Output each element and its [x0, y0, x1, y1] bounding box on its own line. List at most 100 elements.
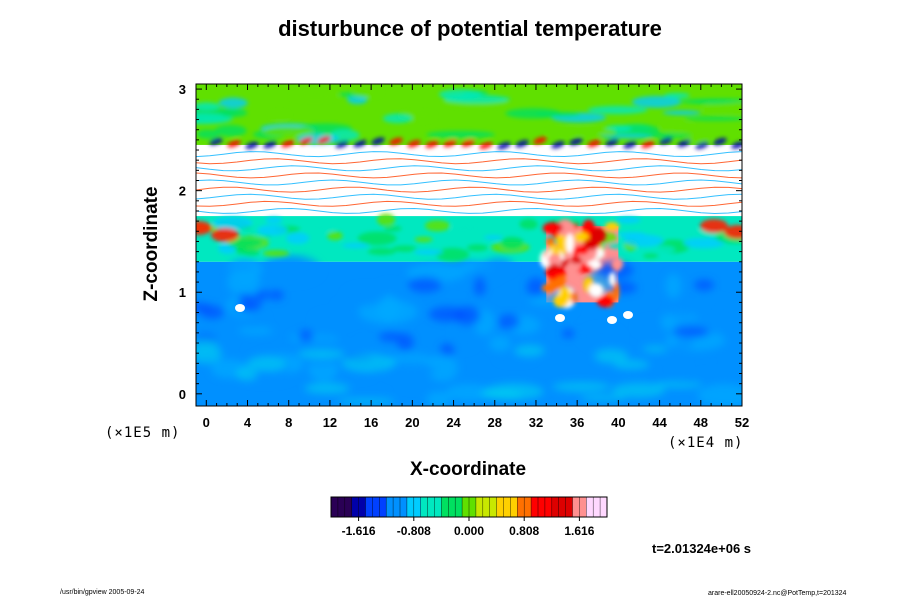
lower-texture	[196, 255, 742, 406]
patch	[642, 253, 659, 259]
wave	[731, 141, 742, 149]
swirl	[642, 345, 668, 353]
patch	[683, 237, 725, 249]
streak	[664, 92, 690, 99]
plume-texture	[539, 219, 624, 309]
plume-cell	[604, 222, 620, 231]
swirl	[255, 290, 270, 300]
colorbar-segment	[351, 497, 359, 517]
wave	[641, 140, 655, 149]
swirl	[445, 383, 492, 402]
wave	[227, 140, 241, 148]
swirl	[396, 333, 414, 351]
colorbar-segment	[344, 497, 352, 517]
time-label: t=2.01324e+06 s	[652, 541, 752, 556]
colorbar-segment	[365, 497, 373, 517]
band-line	[196, 158, 742, 165]
swirl	[298, 329, 314, 342]
plume-cell	[541, 283, 556, 293]
patch	[291, 243, 303, 252]
swirl	[695, 372, 730, 383]
streak	[505, 108, 562, 119]
wave	[479, 141, 493, 150]
swirl	[384, 361, 435, 380]
patch	[242, 248, 260, 256]
wave	[425, 140, 439, 149]
streak	[218, 97, 248, 109]
swirl	[264, 257, 308, 267]
colorbar-segment	[420, 497, 428, 517]
plume-cell	[614, 263, 621, 272]
colorbar-segment	[586, 497, 594, 517]
streak	[382, 113, 413, 124]
colorbar-segment	[496, 497, 504, 517]
wave	[587, 139, 601, 148]
plume-cell	[542, 223, 559, 234]
band-line	[196, 186, 742, 193]
x-tick-label: 48	[694, 415, 708, 430]
plume-cell	[574, 232, 590, 243]
patch	[286, 232, 310, 245]
x-tick-label: 20	[405, 415, 419, 430]
swirl	[235, 367, 258, 381]
wave	[695, 141, 709, 150]
swirl	[427, 355, 458, 382]
colorbar-segment	[393, 497, 401, 517]
patch	[424, 220, 451, 232]
patch	[342, 243, 370, 249]
colorbar-segment	[413, 497, 421, 517]
plume-cell	[566, 262, 581, 272]
swirl	[699, 299, 736, 318]
swirl	[526, 277, 546, 297]
streak	[196, 113, 233, 125]
plume-cell	[570, 291, 577, 304]
wave	[263, 140, 277, 149]
x-tick-label: 40	[611, 415, 625, 430]
streak	[196, 102, 221, 111]
swirl	[529, 295, 561, 306]
x-tick-label: 44	[652, 415, 667, 430]
wave	[353, 140, 367, 148]
plume-cell	[588, 283, 604, 298]
colorbar-segment	[600, 497, 608, 517]
swirl	[428, 306, 466, 322]
streak	[214, 124, 247, 137]
streak	[587, 105, 648, 115]
streak	[352, 86, 382, 98]
x-axis-label: X-coordinate	[409, 459, 527, 480]
streak	[438, 89, 483, 100]
swirl	[328, 369, 374, 380]
colorbar-segment	[469, 497, 477, 517]
patch	[466, 244, 489, 252]
colorbar-segment	[565, 497, 573, 517]
patch	[500, 236, 525, 250]
swirl	[227, 268, 260, 296]
colorbar-segment	[524, 497, 532, 517]
colorbar-segment	[358, 497, 366, 517]
colorbar-segment	[579, 497, 587, 517]
colorbar-segment	[551, 497, 559, 517]
patch	[414, 236, 433, 243]
y-tick-label: 1	[179, 285, 186, 300]
swirl	[552, 381, 611, 392]
colorbar-segment	[538, 497, 546, 517]
colorbar-segment	[400, 497, 408, 517]
upper-texture	[196, 86, 742, 150]
patch	[435, 247, 470, 262]
patch	[700, 219, 728, 233]
streak	[678, 99, 737, 105]
patch	[519, 218, 538, 230]
swirl	[297, 349, 345, 359]
swirl	[199, 305, 225, 320]
patch	[451, 222, 479, 234]
band-line	[196, 207, 742, 215]
colorbar-segment	[489, 497, 497, 517]
wave	[551, 141, 565, 149]
swirl	[472, 263, 510, 275]
colorbar-segment	[372, 497, 380, 517]
x-tick-label: 52	[735, 415, 749, 430]
swirl	[514, 344, 545, 357]
colorbar-segment	[379, 497, 387, 517]
x-tick-label: 16	[364, 415, 378, 430]
